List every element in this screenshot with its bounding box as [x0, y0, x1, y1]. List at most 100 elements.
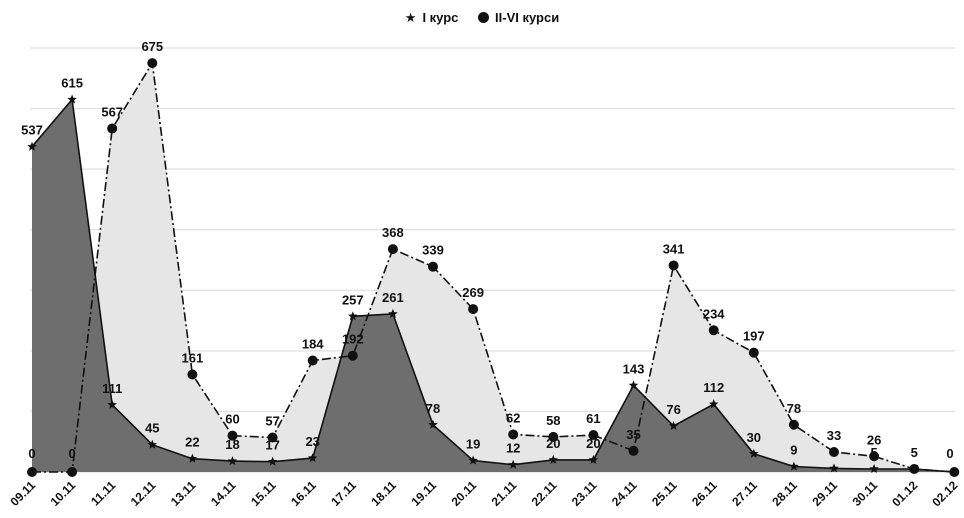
point-series-2-6 [267, 432, 278, 443]
data-label-series-2-14: 61 [586, 411, 600, 426]
point-series-1-15 [628, 380, 639, 390]
point-series-1-21 [869, 463, 879, 474]
data-label-series-2-0: 0 [28, 446, 35, 461]
point-series-2-3 [147, 58, 158, 69]
data-label-series-1-11: 19 [466, 436, 480, 451]
data-label-series-2-7: 184 [302, 337, 324, 352]
data-label-series-1-0: 537 [21, 123, 43, 138]
point-series-1-18 [749, 448, 759, 458]
data-label-series-2-17: 234 [703, 306, 725, 321]
line-series-2 [32, 60, 955, 473]
data-label-series-2-13: 58 [546, 413, 560, 428]
data-label-series-2-11: 269 [462, 285, 484, 300]
data-label-series-1-8: 257 [342, 292, 364, 307]
x-tick-label-20: 29.11 [809, 478, 840, 509]
legend-label-series-2: II-VI курси [495, 10, 560, 25]
x-tick-label-15: 24.11 [609, 478, 640, 509]
point-series-1-2 [107, 399, 117, 409]
x-tick-label-8: 17.11 [328, 478, 359, 509]
x-tick-label-21: 30.11 [850, 478, 881, 509]
data-label-series-2-2: 567 [101, 105, 123, 120]
point-series-2-16 [668, 260, 679, 271]
point-series-1-16 [668, 420, 679, 431]
point-series-2-0 [27, 467, 37, 477]
chart-legend: ★ I курс II-VI курси [0, 10, 964, 26]
data-label-series-2-21: 26 [867, 432, 881, 447]
point-series-1-6 [267, 456, 278, 466]
x-tick-label-11: 20.11 [449, 478, 480, 509]
x-tick-label-4: 13.11 [168, 478, 199, 509]
x-tick-label-10: 19.11 [408, 478, 439, 509]
point-series-2-4 [187, 369, 198, 380]
data-label-series-2-12: 62 [506, 410, 520, 425]
data-label-series-2-15: 35 [626, 427, 640, 442]
data-label-series-1-20: 6 [830, 444, 837, 459]
point-series-1-22 [909, 463, 919, 474]
line-series-1 [31, 97, 955, 473]
data-label-series-1-6: 17 [265, 438, 279, 453]
data-label-series-2-16: 341 [663, 241, 685, 256]
data-label-series-2-8: 192 [342, 332, 364, 347]
data-label-series-1-14: 20 [586, 436, 600, 451]
point-series-2-15 [628, 445, 639, 456]
data-label-series-2-5: 60 [225, 412, 239, 427]
point-series-1-13 [548, 454, 559, 464]
point-series-1-17 [708, 399, 719, 409]
x-tick-label-1: 10.11 [48, 478, 79, 509]
x-tick-label-7: 16.11 [288, 478, 319, 509]
data-label-series-2-4: 161 [182, 350, 204, 365]
point-series-1-1 [67, 94, 77, 104]
data-label-series-1-5: 18 [225, 437, 239, 452]
data-label-series-2-3: 675 [141, 39, 163, 54]
data-label-series-1-22: 5 [911, 445, 918, 460]
point-series-1-14 [588, 454, 599, 464]
data-label-series-2-20: 33 [827, 428, 841, 443]
x-tick-label-14: 23.11 [569, 478, 600, 509]
point-series-1-11 [468, 455, 478, 465]
data-label-series-1-19: 9 [790, 443, 797, 458]
point-series-2-10 [428, 261, 438, 272]
point-series-2-21 [869, 451, 880, 462]
data-label-series-1-23: 0 [946, 446, 953, 461]
point-series-2-8 [347, 350, 358, 361]
point-series-1-20 [829, 463, 839, 473]
point-series-1-3 [147, 439, 158, 449]
point-series-2-13 [548, 431, 559, 442]
point-series-2-2 [107, 123, 118, 134]
point-series-1-10 [428, 419, 438, 429]
point-series-1-0 [27, 141, 37, 151]
x-tick-label-23: 02.12 [929, 478, 960, 509]
point-series-2-11 [468, 304, 479, 315]
star-marker-icon: ★ [404, 10, 417, 25]
point-series-2-18 [748, 347, 759, 358]
data-label-series-1-18: 30 [747, 430, 761, 445]
x-tick-label-12: 21.11 [489, 478, 520, 509]
data-label-series-1-1: 615 [61, 75, 83, 90]
point-series-2-7 [307, 355, 318, 366]
data-label-series-2-18: 197 [743, 329, 765, 344]
x-tick-label-19: 28.11 [769, 478, 800, 509]
point-series-2-19 [788, 419, 799, 430]
x-tick-label-13: 22.11 [529, 478, 560, 509]
point-series-1-19 [789, 461, 799, 471]
data-label-series-1-17: 112 [703, 380, 724, 395]
data-label-series-1-4: 22 [185, 435, 199, 450]
x-tick-label-17: 26.11 [689, 478, 720, 509]
x-tick-label-16: 25.11 [649, 478, 680, 509]
data-label-series-1-10: 78 [426, 401, 440, 416]
data-label-series-1-9: 261 [382, 290, 404, 305]
point-series-1-4 [187, 453, 198, 463]
point-series-1-7 [307, 453, 318, 463]
point-series-1-12 [508, 459, 518, 469]
data-label-series-2-9: 368 [382, 225, 404, 240]
data-label-series-2-6: 57 [265, 413, 279, 428]
x-tick-label-3: 12.11 [128, 478, 159, 509]
area-series-2 [32, 63, 955, 472]
legend-label-series-1: I курс [422, 10, 459, 25]
point-series-1-23 [949, 467, 960, 477]
x-tick-label-9: 18.11 [368, 478, 399, 509]
point-series-1-5 [227, 456, 238, 466]
point-series-2-12 [508, 429, 519, 440]
point-series-1-8 [348, 311, 358, 321]
x-tick-label-5: 14.11 [208, 478, 239, 509]
